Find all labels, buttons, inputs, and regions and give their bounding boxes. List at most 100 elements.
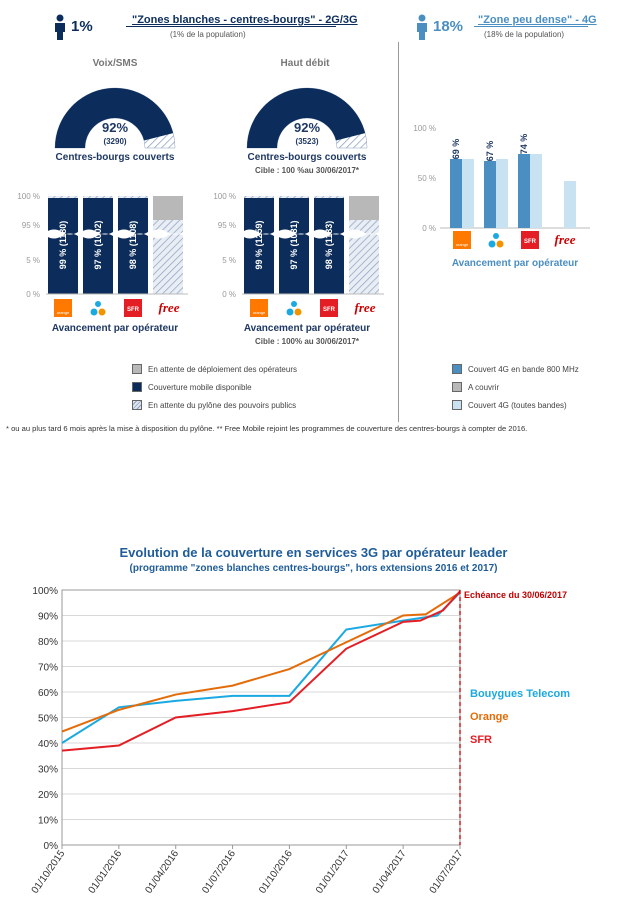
zpd-advance-label: Avancement par opérateur bbox=[451, 258, 579, 269]
zb-header-rule bbox=[126, 26, 336, 27]
person-icon-right bbox=[416, 14, 428, 45]
person-icon-left bbox=[54, 14, 66, 45]
y-tick-label: 10% bbox=[38, 816, 58, 827]
zpd-bar-800 bbox=[484, 161, 496, 228]
y-tick-label: 80% bbox=[38, 637, 58, 648]
legend-left: En attente de déploiement des opérateurs… bbox=[132, 364, 297, 410]
voix-gauge bbox=[50, 82, 180, 159]
legend-label: En attente de déploiement des opérateurs bbox=[148, 364, 297, 374]
voix-bar bbox=[48, 196, 78, 294]
zpd-bar-all bbox=[496, 159, 508, 228]
haut-gauge-fill bbox=[247, 87, 366, 148]
legend-label: Couverture mobile disponible bbox=[148, 382, 252, 392]
haut-bar-gap bbox=[279, 196, 309, 198]
legend-sfr: SFR bbox=[470, 734, 492, 746]
haut-gauge-svg bbox=[246, 87, 368, 149]
x-tick-label: 01/07/2017 bbox=[428, 848, 466, 896]
haut-bar bbox=[314, 196, 344, 294]
legend-label: A couvrir bbox=[468, 382, 500, 392]
y-tick-label: 70% bbox=[38, 663, 58, 674]
zb-title: "Zones blanches - centres-bourgs" - 2G/3… bbox=[132, 14, 358, 26]
haut-ytick: 100 % bbox=[213, 192, 236, 201]
zpd-bar-800 bbox=[450, 159, 462, 228]
zpd-ytick: 50 % bbox=[418, 174, 436, 183]
section-divider bbox=[398, 42, 399, 422]
voix-bar-gap bbox=[118, 196, 148, 198]
zpd-bar-800 bbox=[518, 154, 530, 228]
zpd-bar-label: 69 % bbox=[451, 139, 461, 160]
x-tick-label: 01/04/2016 bbox=[143, 848, 181, 896]
haut-gauge-caption: Centres-bourgs couverts bbox=[247, 152, 367, 163]
haut-axis-break bbox=[312, 229, 344, 239]
legend-swatch-to-cover bbox=[452, 382, 462, 392]
legend-left-item: En attente du pylône des pouvoirs public… bbox=[132, 400, 297, 410]
voix-bar-gap bbox=[83, 196, 113, 198]
legend-swatch-waiting-pylon bbox=[132, 400, 142, 410]
voix-gauge-count: (3290) bbox=[103, 137, 127, 146]
haut-gauge-count: (3523) bbox=[295, 137, 319, 146]
legend-bouygues: Bouygues Telecom bbox=[470, 688, 571, 700]
orange-logo-icon bbox=[453, 231, 471, 249]
zpd-bar-all bbox=[564, 181, 576, 228]
voix-bar-gap bbox=[48, 196, 78, 198]
sfr-logo-icon bbox=[320, 299, 338, 317]
operator-bars: 100 % 95 % 5 % 0 % 99 % (1180) orange 97 % (10… bbox=[17, 192, 384, 317]
haut-gauge bbox=[242, 82, 372, 159]
voix-gauge-fill bbox=[55, 87, 174, 148]
legend-label: Couvert 4G en bande 800 MHz bbox=[468, 364, 579, 374]
zpd-subtitle: (18% de la population) bbox=[484, 30, 565, 39]
haut-ytick: 0 % bbox=[222, 290, 236, 299]
y-tick-label: 100% bbox=[32, 586, 58, 597]
sfr-logo-text: SFR bbox=[323, 307, 336, 313]
zpd-title: "Zone peu dense" - 4G bbox=[478, 14, 597, 26]
zpd-bar-all bbox=[530, 154, 542, 228]
haut-gauge-target: Cible : 100 %au 30/06/2017* bbox=[254, 166, 360, 175]
orange-logo-icon bbox=[54, 299, 72, 317]
legend-right-item: Couvert 4G en bande 800 MHz bbox=[452, 364, 579, 374]
sfr-logo-text: SFR bbox=[524, 239, 537, 245]
x-tick-label: 01/01/2017 bbox=[314, 848, 352, 896]
haut-ytick: 5 % bbox=[222, 256, 236, 265]
voix-ytick: 95 % bbox=[22, 221, 40, 230]
haut-ytick: 95 % bbox=[218, 221, 236, 230]
x-tick-label: 01/10/2015 bbox=[30, 848, 68, 896]
voix-gauge-caption: Centres-bourgs couverts bbox=[55, 152, 175, 163]
voix-bar bbox=[118, 196, 148, 294]
haut-axis-break bbox=[277, 229, 309, 239]
voix-axis-break bbox=[46, 229, 78, 239]
bouygues-logo-icon bbox=[291, 301, 297, 307]
haut-bar-label: 97 % (1081) bbox=[289, 220, 299, 269]
zpd-ytick: 100 % bbox=[413, 124, 436, 133]
voix-gauge-svg bbox=[54, 87, 176, 149]
series-line-sfr bbox=[61, 590, 461, 752]
y-tick-label: 40% bbox=[38, 739, 58, 750]
legend-label: Couvert 4G (toutes bandes) bbox=[468, 400, 567, 410]
line-chart: 0% 10% 20% 30% 40% 50% 60% 70% 80% 90% 100% 01/10/2… bbox=[30, 586, 466, 896]
voix-label: Voix/SMS bbox=[92, 58, 138, 69]
legend-orange: Orange bbox=[470, 711, 509, 723]
footnote: * ou au plus tard 6 mois après la mise à… bbox=[6, 424, 528, 433]
haut-axis-break bbox=[242, 229, 274, 239]
series-line-orange bbox=[61, 591, 461, 733]
voix-advance-label: Avancement par opérateur bbox=[51, 323, 179, 334]
legend-swatch-waiting-operators bbox=[132, 364, 142, 374]
haut-axis-break bbox=[347, 229, 379, 239]
line-chart-subtitle: (programme "zones blanches centres-bourg… bbox=[129, 563, 498, 574]
haut-bar-label: 99 % (1259) bbox=[254, 220, 264, 269]
line-chart-title: Evolution de la couverture en services 3… bbox=[119, 545, 508, 560]
y-tick-label: 20% bbox=[38, 790, 58, 801]
haut-advance-target: Cible : 100% au 30/06/2017* bbox=[254, 337, 360, 346]
free-logo-text: free bbox=[555, 232, 576, 247]
voix-axis-break bbox=[116, 229, 148, 239]
bouygues-logo-icon bbox=[496, 240, 504, 248]
y-tick-label: 0% bbox=[44, 841, 59, 852]
voix-ytick: 0 % bbox=[26, 290, 40, 299]
voix-bar-label: 97 % (1002) bbox=[93, 220, 103, 269]
bouygues-logo-icon bbox=[90, 308, 98, 316]
y-tick-label: 90% bbox=[38, 612, 58, 623]
haut-bar-label: 98 % (1183) bbox=[324, 221, 334, 270]
x-tick-label: 01/07/2016 bbox=[200, 848, 238, 896]
legend-swatch-800mhz bbox=[452, 364, 462, 374]
haut-bar-waiting bbox=[349, 196, 379, 220]
haut-bar-gap bbox=[314, 196, 344, 198]
